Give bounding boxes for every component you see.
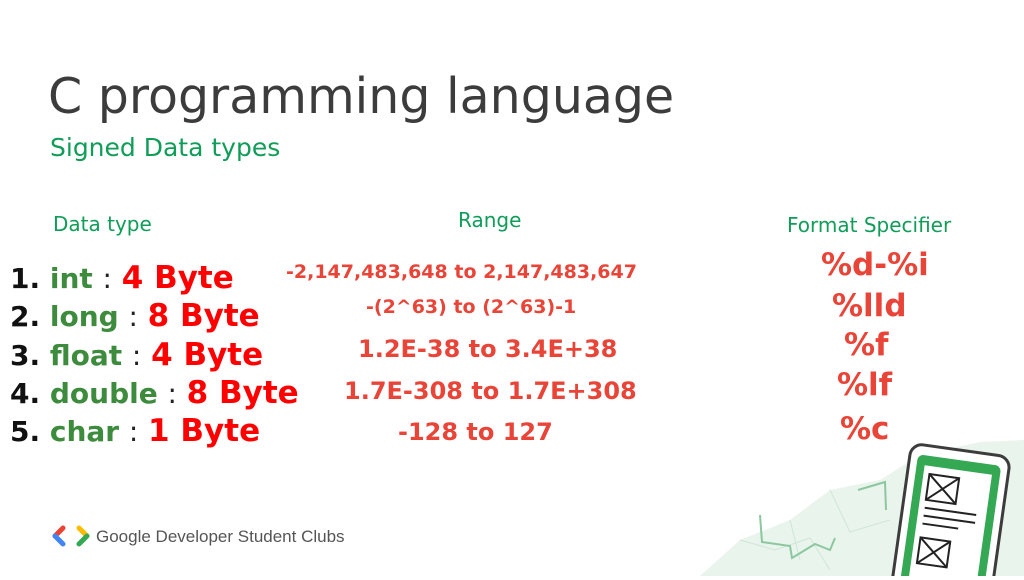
- data-type-item: 1. int : 4 Byte: [10, 260, 234, 296]
- item-number: 1.: [10, 262, 41, 295]
- item-number: 3.: [10, 339, 41, 372]
- item-number: 4.: [10, 377, 41, 410]
- type-name: double: [49, 377, 158, 410]
- range-value-char: -128 to 127: [398, 418, 553, 446]
- header-data-type: Data type: [53, 212, 152, 236]
- format-specifier-double: %lf: [837, 367, 893, 403]
- data-type-item: 5. char : 1 Byte: [10, 413, 260, 449]
- type-size: 8 Byte: [186, 375, 299, 411]
- phone-document-illustration-icon: [680, 420, 1024, 580]
- item-number: 5.: [10, 415, 41, 448]
- item-number: 2.: [10, 300, 41, 333]
- range-value-float: 1.2E-38 to 3.4E+38: [358, 335, 618, 363]
- separator: :: [131, 339, 142, 372]
- format-specifier-float: %f: [844, 327, 889, 363]
- page-subtitle: Signed Data types: [50, 133, 281, 162]
- format-specifier-int: %d-%i: [821, 247, 929, 283]
- range-value-int: -2,147,483,648 to 2,147,483,647: [286, 261, 637, 283]
- separator: :: [128, 415, 139, 448]
- separator: :: [128, 300, 138, 333]
- type-name: int: [49, 262, 93, 295]
- format-specifier-char: %c: [840, 411, 890, 447]
- type-size: 4 Byte: [121, 260, 234, 296]
- type-name: long: [49, 300, 119, 333]
- type-size: 8 Byte: [147, 298, 260, 334]
- type-size: 4 Byte: [151, 337, 264, 373]
- page-title: C programming language: [48, 68, 675, 125]
- type-size: 1 Byte: [148, 413, 261, 449]
- data-type-item: 4. double : 8 Byte: [10, 375, 299, 411]
- range-value-long: -(2^63) to (2^63)-1: [366, 296, 577, 318]
- type-name: char: [49, 415, 120, 448]
- header-format-specifier: Format Specifier: [787, 213, 952, 237]
- separator: :: [102, 262, 112, 295]
- data-type-item: 3. float : 4 Byte: [10, 337, 263, 373]
- gdsc-brand-text: Google Developer Student Clubs: [96, 527, 345, 546]
- header-range: Range: [458, 208, 522, 232]
- range-value-double: 1.7E-308 to 1.7E+308: [344, 377, 637, 405]
- gdsc-logo-icon: [52, 525, 90, 551]
- data-type-item: 2. long : 8 Byte: [10, 298, 260, 334]
- format-specifier-long: %lld: [832, 288, 907, 324]
- separator: :: [167, 377, 177, 410]
- type-name: float: [49, 339, 123, 372]
